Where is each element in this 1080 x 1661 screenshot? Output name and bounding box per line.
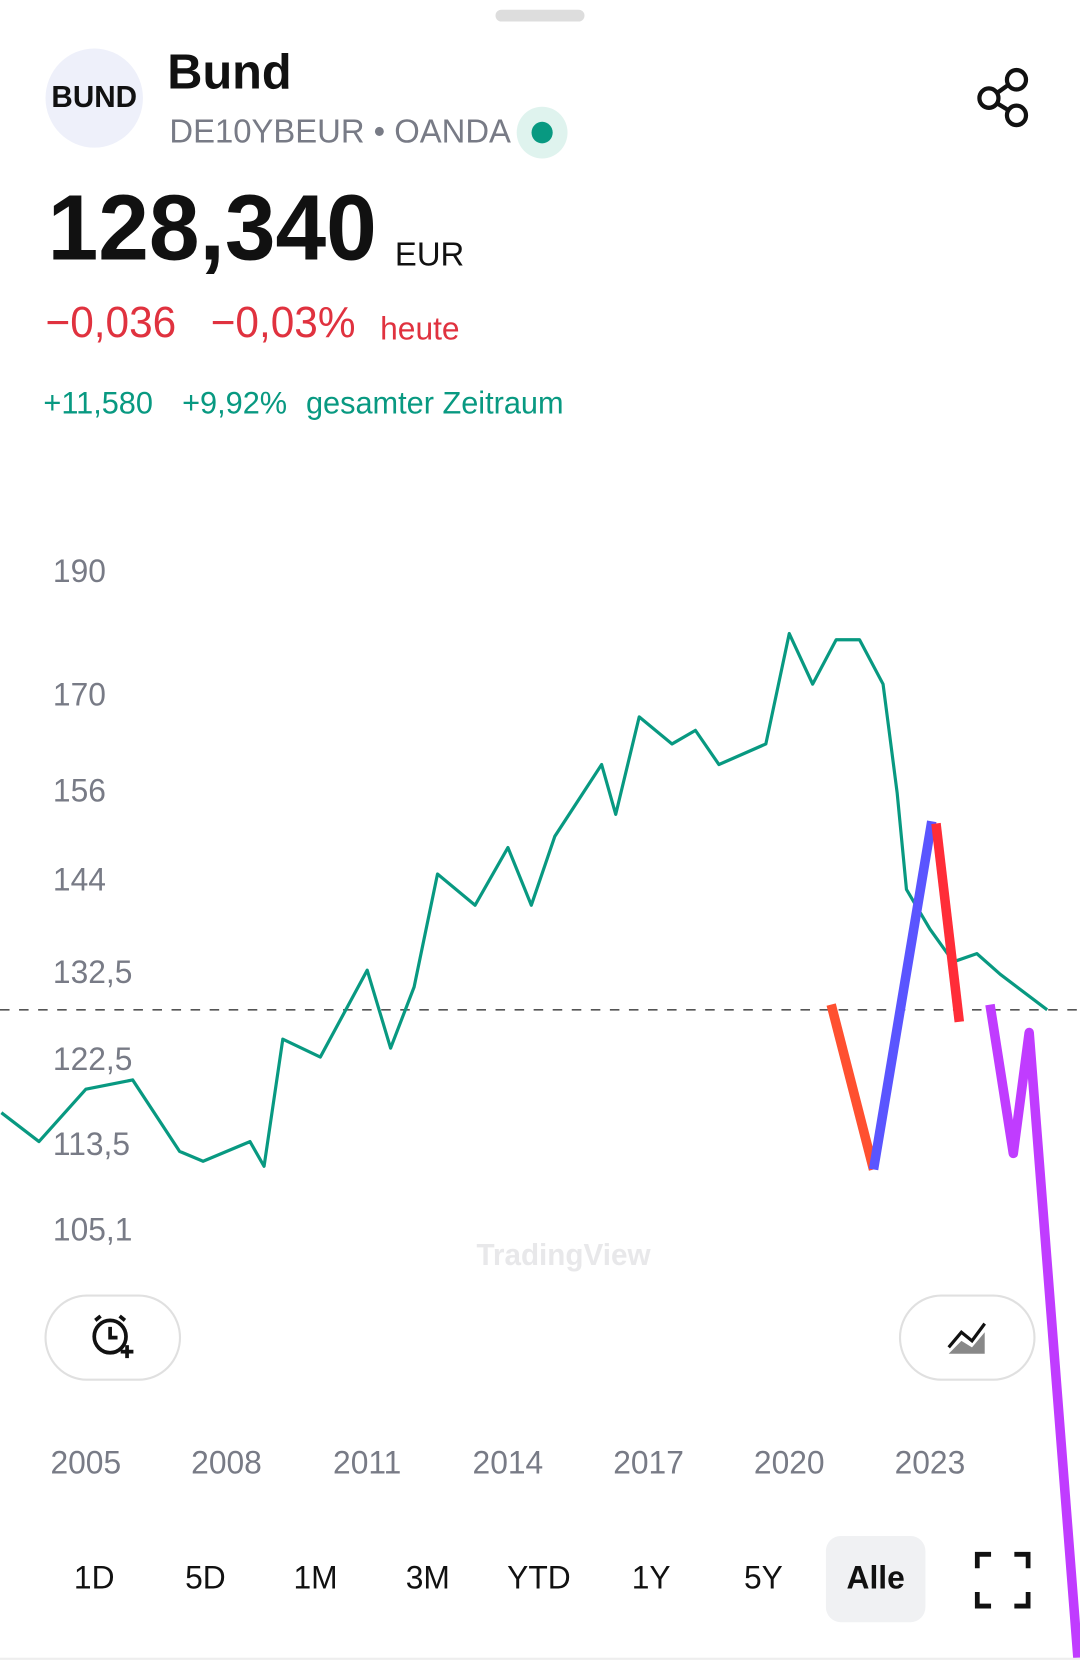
annotations — [826, 820, 1080, 1659]
range-option[interactable]: 5Y — [744, 1559, 783, 1595]
price-line-series — [0, 631, 1049, 1168]
title: Bund — [167, 45, 291, 99]
fullscreen-button[interactable] — [974, 1551, 1031, 1609]
total-pct: +9,92% — [182, 385, 287, 420]
drag-handle[interactable] — [495, 9, 585, 22]
total-period: gesamter Zeitraum — [306, 385, 564, 420]
x-tick-label: 2005 — [50, 1444, 121, 1480]
logo-text: BUND — [51, 81, 137, 114]
y-tick-label: 170 — [53, 676, 106, 712]
symbol: DE10YBEUR • OANDA — [169, 113, 511, 150]
change: −0,036 — [46, 299, 177, 347]
x-tick-label: 2014 — [473, 1444, 544, 1480]
range-option[interactable]: 5D — [185, 1559, 226, 1595]
price: 128,340 — [48, 177, 377, 280]
y-tick-label: 190 — [53, 553, 106, 589]
range-option[interactable]: YTD — [507, 1559, 571, 1595]
y-tick-label: 132,5 — [53, 954, 132, 990]
y-tick-label: 144 — [53, 861, 106, 897]
logo-circle — [45, 48, 143, 148]
total-change: +11,580 — [43, 385, 153, 420]
share-button[interactable] — [977, 67, 1029, 128]
range-bar: 1D 5D 1M 3M YTD 1Y 5Y Alle — [74, 1535, 926, 1623]
alert-icon — [92, 1314, 134, 1359]
range-option[interactable]: 1M — [293, 1559, 337, 1595]
chart: 105,1 113,5 122,5 132,5 144 156 170 190 2005 2008… — [0, 553, 1080, 1480]
change-period: heute — [380, 310, 459, 346]
watermark: TradingView — [476, 1239, 651, 1272]
x-tick-label: 2020 — [754, 1444, 825, 1480]
y-tick-label: 113,5 — [53, 1126, 130, 1162]
x-tick-label: 2023 — [895, 1444, 966, 1480]
change-pct: −0,03% — [211, 299, 356, 347]
x-tick-label: 2017 — [613, 1444, 684, 1480]
y-tick-label: 156 — [53, 772, 106, 808]
live-dot — [531, 121, 553, 144]
x-tick-label: 2008 — [191, 1444, 262, 1480]
x-tick-label: 2011 — [333, 1444, 401, 1480]
y-tick-label: 122,5 — [53, 1041, 132, 1077]
range-selected — [825, 1535, 926, 1623]
currency: EUR — [395, 236, 464, 273]
indicator-icon — [947, 1322, 986, 1354]
range-option[interactable]: Alle — [847, 1559, 905, 1595]
range-option[interactable]: 1Y — [632, 1559, 671, 1595]
range-option[interactable]: 1D — [74, 1559, 115, 1595]
range-option[interactable]: 3M — [406, 1559, 450, 1595]
y-tick-label: 105,1 — [53, 1211, 132, 1247]
